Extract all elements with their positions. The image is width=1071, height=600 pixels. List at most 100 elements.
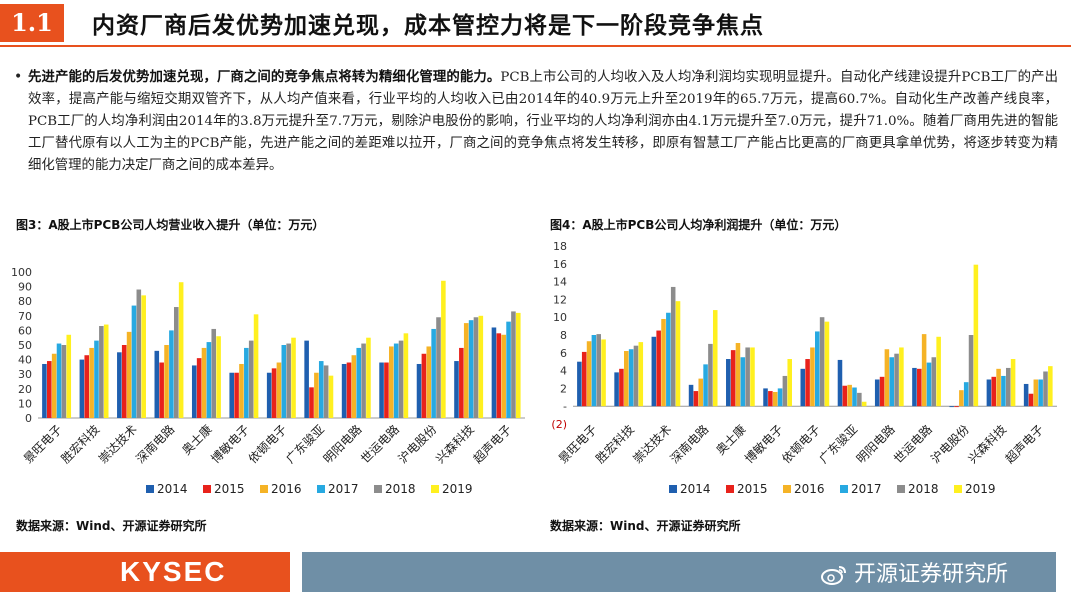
bar-2015-广东骏亚 [309, 387, 314, 418]
bar-2018-世运电路 [931, 357, 937, 407]
x-tick-label: 博敏电子 [741, 422, 786, 467]
bar-2019-明阳电路 [899, 347, 904, 407]
bar-2015-世运电路 [384, 362, 389, 418]
bar-2014-奥士康 [726, 359, 731, 407]
x-tick-label: 依顿电子 [245, 422, 290, 467]
bar-2014-胜宏科技 [614, 372, 619, 407]
bar-2017-兴森科技 [468, 320, 474, 418]
y-tick-label: 100 [11, 266, 32, 279]
weibo-icon [821, 566, 846, 585]
bar-2017-博敏电子 [244, 347, 249, 418]
footer-brand: 开源证券研究所 [820, 556, 1008, 588]
y-tick-label: 18 [553, 240, 567, 253]
bar-2018-崇达技术 [136, 289, 142, 418]
bar-2017-崇达技术 [666, 312, 671, 407]
x-tick-label: 胜宏科技 [592, 422, 637, 467]
bar-2016-景旺电子 [586, 341, 592, 407]
bar-2019-广东骏亚 [861, 401, 867, 407]
legend-label-2015: 2015 [214, 482, 245, 496]
bar-2014-依顿电子 [266, 372, 272, 418]
bar-2018-广东骏亚 [323, 365, 329, 418]
bar-2018-超声电子 [1043, 371, 1048, 407]
legend-label-2018: 2018 [385, 482, 416, 496]
y-tick-label: 16 [553, 258, 567, 271]
bar-2014-深南电路 [154, 350, 160, 418]
kysec-logo: KYSEC [120, 556, 227, 587]
bar-2018-兴森科技 [473, 317, 479, 418]
x-tick-label: 世运电路 [890, 422, 935, 467]
y-tick-label: 10 [553, 311, 567, 324]
footer-brand-text: 开源证券研究所 [854, 562, 1009, 587]
bar-2018-崇达技术 [670, 286, 676, 407]
footer-bar [302, 552, 1056, 592]
bar-2014-超声电子 [1023, 383, 1029, 407]
bar-2014-博敏电子 [763, 388, 768, 407]
bar-2015-深南电路 [693, 391, 699, 407]
bar-2017-兴森科技 [1001, 375, 1006, 407]
legend-swatch-2015 [203, 485, 211, 493]
bar-2014-兴森科技 [986, 379, 992, 407]
bar-2018-兴森科技 [1005, 367, 1011, 407]
bar-2019-沪电股份 [441, 280, 446, 418]
bar-2017-超声电子 [1038, 379, 1043, 407]
bar-2018-景旺电子 [61, 345, 67, 418]
bar-2016-依顿电子 [276, 362, 282, 418]
bar-2015-博敏电子 [234, 372, 239, 418]
bar-2017-博敏电子 [777, 388, 783, 407]
bar-2016-景旺电子 [51, 353, 57, 418]
legend-label-2019: 2019 [442, 482, 473, 496]
bar-2017-超声电子 [506, 321, 511, 418]
bar-2017-沪电股份 [431, 328, 436, 418]
x-tick-label: 兴森科技 [965, 422, 1010, 467]
bar-2014-景旺电子 [577, 361, 582, 407]
y-tick-label: 90 [18, 281, 32, 294]
y-tick-label: 4 [560, 365, 567, 378]
bar-2016-世运电路 [921, 334, 927, 407]
y-tick-label: 6 [560, 347, 567, 360]
legend-swatch-2015 [726, 485, 734, 493]
bar-2018-超声电子 [511, 311, 516, 418]
bar-2016-兴森科技 [996, 368, 1001, 407]
bar-2019-超声电子 [1048, 366, 1053, 407]
legend-label-2016: 2016 [794, 482, 825, 496]
bar-2019-奥士康 [750, 347, 755, 407]
bar-2018-深南电路 [173, 307, 179, 418]
bar-2018-明阳电路 [894, 353, 899, 407]
x-tick-label: 明阳电路 [320, 422, 365, 467]
bar-2014-广东骏亚 [837, 359, 843, 407]
bar-2016-奥士康 [201, 347, 207, 418]
bar-2019-奥士康 [216, 336, 221, 418]
bar-2019-景旺电子 [601, 339, 606, 407]
bar-2015-依顿电子 [805, 359, 810, 407]
bullet-dot: • [14, 69, 23, 85]
bar-2017-奥士康 [206, 342, 212, 418]
bar-2019-崇达技术 [141, 295, 146, 418]
bar-2015-崇达技术 [656, 330, 661, 407]
bullet-text: 先进产能的后发优势加速兑现，厂商之间的竞争焦点将转为精细化管理的能力。PCB上市… [28, 66, 1058, 177]
legend-swatch-2019 [431, 485, 439, 493]
bar-2019-世运电路 [936, 336, 941, 407]
y-tick-label: 50 [18, 339, 32, 352]
y-tick-label: - [563, 400, 567, 413]
bar-2015-兴森科技 [991, 376, 997, 407]
x-tick-label: 依顿电子 [779, 422, 824, 467]
bar-2015-沪电股份 [421, 353, 427, 418]
y-tick-label: 14 [553, 276, 567, 289]
bar-2015-崇达技术 [121, 345, 127, 418]
legend-swatch-2014 [146, 485, 154, 493]
x-tick-label: 兴森科技 [432, 422, 477, 467]
y-tick-label: 60 [18, 324, 32, 337]
bar-2018-博敏电子 [782, 375, 788, 407]
legend-label-2015: 2015 [737, 482, 768, 496]
bar-2018-沪电股份 [436, 317, 441, 418]
y-tick-label: 30 [18, 368, 32, 381]
x-tick-label: 崇达技术 [96, 422, 140, 466]
bar-2016-深南电路 [698, 378, 704, 407]
bar-2015-奥士康 [196, 358, 202, 418]
page-title: 内资厂商后发优势加速兑现，成本管控力将是下一阶段竞争焦点 [92, 13, 764, 39]
x-tick-label: 明阳电路 [853, 422, 898, 467]
fig3-title: 图3：A股上市PCB公司人均营业收入提升（单位：万元） [16, 218, 325, 232]
y-tick-label: 80 [18, 295, 32, 308]
